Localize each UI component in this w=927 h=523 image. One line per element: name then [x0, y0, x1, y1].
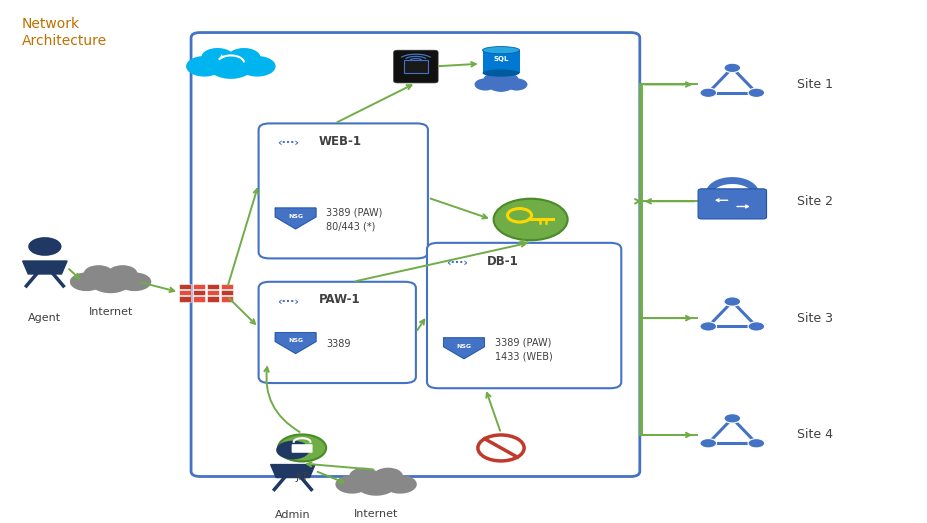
Text: Network
Architecture: Network Architecture	[21, 17, 107, 48]
Text: NSG: NSG	[287, 214, 303, 219]
Text: Admin: Admin	[274, 510, 311, 520]
Circle shape	[28, 237, 61, 256]
Text: PAW-1: PAW-1	[318, 293, 360, 306]
FancyBboxPatch shape	[482, 50, 519, 73]
FancyBboxPatch shape	[259, 123, 427, 258]
Circle shape	[118, 272, 151, 291]
FancyBboxPatch shape	[259, 282, 415, 383]
FancyBboxPatch shape	[193, 290, 205, 295]
Circle shape	[723, 414, 740, 423]
Text: Site 4: Site 4	[796, 428, 832, 441]
Circle shape	[276, 441, 309, 459]
Circle shape	[474, 78, 496, 90]
Text: Site 2: Site 2	[796, 195, 832, 208]
Text: Site 3: Site 3	[796, 312, 832, 325]
Circle shape	[201, 48, 234, 66]
FancyBboxPatch shape	[191, 32, 639, 476]
Polygon shape	[275, 333, 315, 354]
FancyBboxPatch shape	[697, 189, 766, 219]
Text: SQL: SQL	[493, 55, 508, 62]
FancyBboxPatch shape	[426, 243, 620, 388]
FancyBboxPatch shape	[207, 297, 219, 302]
Circle shape	[209, 54, 253, 79]
Circle shape	[335, 475, 368, 494]
Circle shape	[227, 48, 260, 66]
Text: JIT: JIT	[295, 472, 309, 482]
Text: ‹···›: ‹···›	[277, 138, 298, 148]
FancyBboxPatch shape	[179, 290, 191, 295]
Text: NSG: NSG	[287, 338, 303, 344]
Circle shape	[108, 265, 137, 282]
FancyBboxPatch shape	[403, 60, 427, 73]
Circle shape	[747, 88, 764, 97]
Ellipse shape	[482, 47, 519, 54]
Circle shape	[505, 78, 527, 90]
Ellipse shape	[482, 70, 519, 77]
FancyBboxPatch shape	[179, 284, 191, 289]
Circle shape	[699, 439, 716, 448]
Circle shape	[493, 199, 567, 240]
Polygon shape	[443, 338, 484, 359]
FancyBboxPatch shape	[221, 290, 233, 295]
Circle shape	[90, 270, 131, 293]
Circle shape	[239, 56, 275, 76]
Circle shape	[747, 439, 764, 448]
Text: 3389: 3389	[325, 339, 350, 349]
Text: ‹···›: ‹···›	[445, 257, 467, 268]
Circle shape	[747, 322, 764, 331]
Text: DB-1: DB-1	[487, 255, 518, 267]
Text: 3389 (PAW)
80/443 (*): 3389 (PAW) 80/443 (*)	[325, 208, 382, 232]
FancyBboxPatch shape	[221, 297, 233, 302]
Text: ‹···›: ‹···›	[277, 297, 298, 306]
Text: 3389 (PAW)
1433 (WEB): 3389 (PAW) 1433 (WEB)	[494, 337, 552, 361]
Circle shape	[383, 475, 416, 494]
FancyBboxPatch shape	[207, 284, 219, 289]
Circle shape	[499, 74, 518, 85]
Circle shape	[185, 56, 222, 76]
Circle shape	[699, 88, 716, 97]
Circle shape	[699, 322, 716, 331]
Circle shape	[723, 63, 740, 73]
Circle shape	[70, 272, 103, 291]
Polygon shape	[22, 261, 67, 274]
Circle shape	[83, 265, 113, 282]
Circle shape	[488, 77, 514, 92]
Circle shape	[483, 74, 502, 85]
FancyBboxPatch shape	[292, 445, 311, 452]
FancyBboxPatch shape	[179, 297, 191, 302]
Circle shape	[355, 473, 396, 496]
Text: Agent: Agent	[29, 313, 61, 323]
Text: Site 1: Site 1	[796, 78, 832, 91]
FancyBboxPatch shape	[393, 50, 438, 83]
Text: Internet: Internet	[88, 307, 133, 317]
Text: WEB-1: WEB-1	[318, 135, 362, 148]
Circle shape	[723, 297, 740, 306]
FancyBboxPatch shape	[193, 297, 205, 302]
FancyBboxPatch shape	[193, 284, 205, 289]
Text: Internet: Internet	[353, 509, 398, 519]
Polygon shape	[275, 208, 315, 229]
Circle shape	[278, 435, 325, 461]
Circle shape	[373, 468, 402, 484]
Circle shape	[349, 468, 378, 484]
FancyBboxPatch shape	[207, 290, 219, 295]
Text: NSG: NSG	[456, 344, 471, 349]
FancyBboxPatch shape	[221, 284, 233, 289]
Polygon shape	[271, 464, 314, 477]
